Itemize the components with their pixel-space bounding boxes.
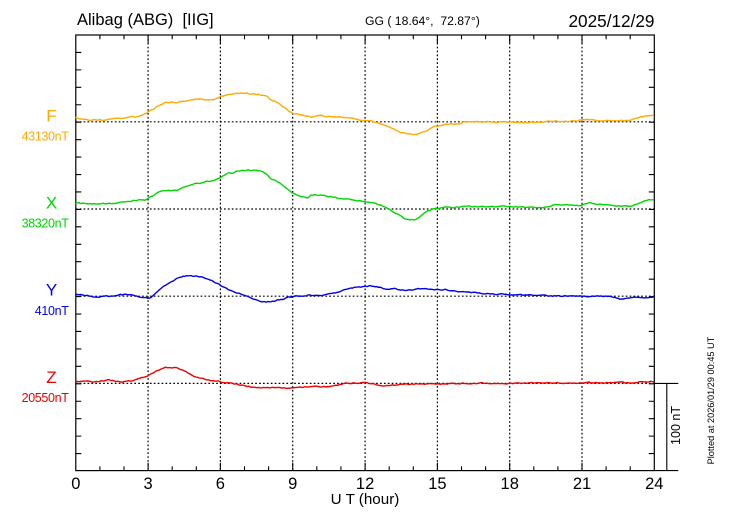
svg-text:18: 18 xyxy=(501,475,519,493)
svg-text:15: 15 xyxy=(428,475,446,493)
svg-text:24: 24 xyxy=(645,475,663,493)
svg-text:U T (hour): U T (hour) xyxy=(331,491,400,508)
svg-text:GG ( 18.64°, 72.87°): GG ( 18.64°, 72.87°) xyxy=(365,14,480,28)
svg-text:2025/12/29: 2025/12/29 xyxy=(568,11,654,31)
svg-text:9: 9 xyxy=(288,475,297,493)
svg-text:Alibag (ABG) [IIG]: Alibag (ABG) [IIG] xyxy=(77,11,214,29)
svg-text:12: 12 xyxy=(356,475,374,493)
svg-text:43130nT: 43130nT xyxy=(22,129,70,143)
svg-text:38320nT: 38320nT xyxy=(22,217,70,231)
svg-text:0: 0 xyxy=(71,475,80,493)
svg-text:Y: Y xyxy=(46,281,57,300)
svg-text:6: 6 xyxy=(216,475,225,493)
svg-text:100 nT: 100 nT xyxy=(669,406,683,445)
svg-text:410nT: 410nT xyxy=(35,304,69,318)
svg-text:Plotted at 2026/01/29 00:45 UT: Plotted at 2026/01/29 00:45 UT xyxy=(706,336,716,464)
svg-text:20550nT: 20550nT xyxy=(22,391,70,405)
svg-text:3: 3 xyxy=(144,475,153,493)
svg-text:Z: Z xyxy=(46,368,56,387)
svg-text:21: 21 xyxy=(573,475,591,493)
svg-text:X: X xyxy=(46,194,57,213)
svg-text:F: F xyxy=(46,106,56,125)
